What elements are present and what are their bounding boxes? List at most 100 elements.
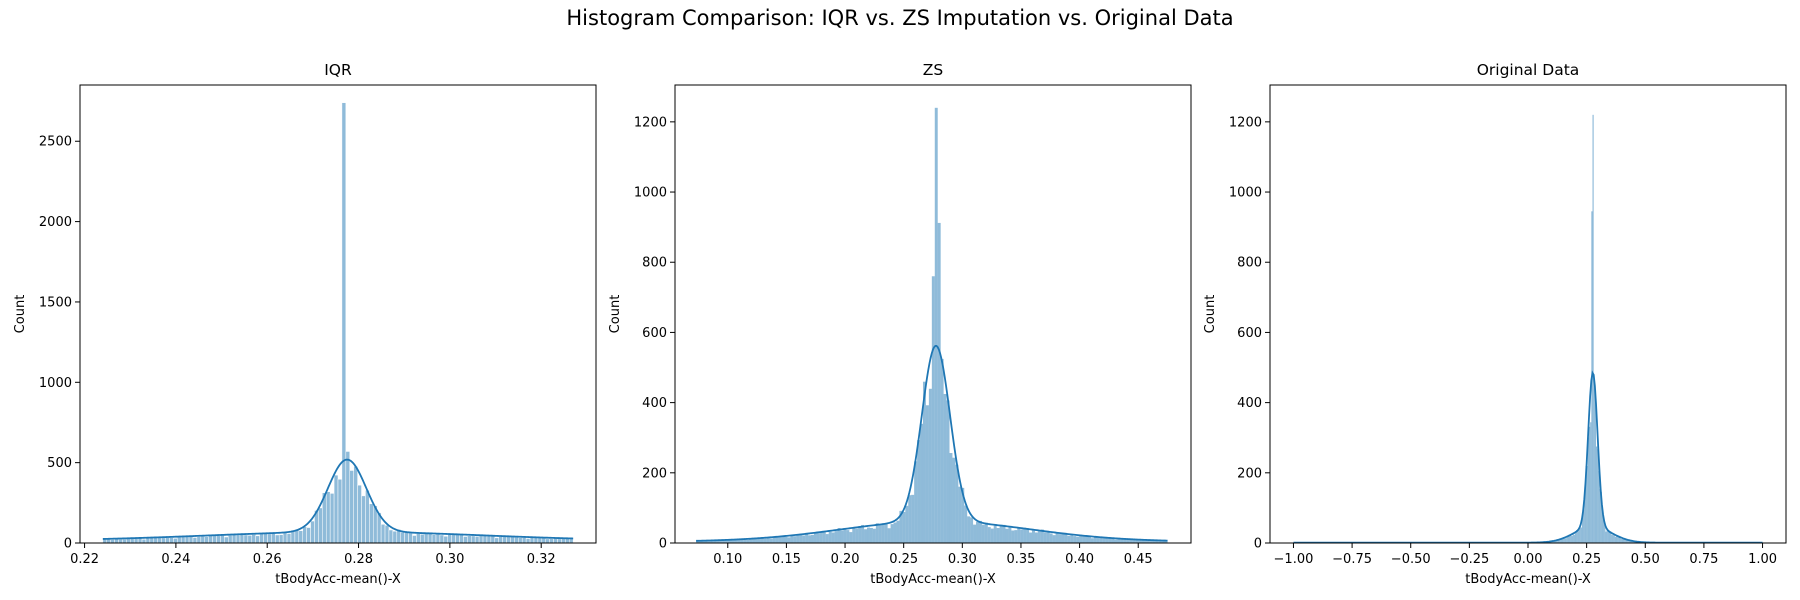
histogram-bar [494,537,499,544]
histogram-bar [1627,540,1629,543]
histogram-bar [940,358,944,543]
histogram-bar [996,528,1000,543]
subplot-2: 0.10 0.15 0.20 0.25 0.30 0.35 0.40 0.45 0 200 400 6… [608,61,1192,587]
x-axis-label: tBodyAcc-mean()-X [870,572,996,587]
histogram-bar [298,530,303,544]
histogram-bar [161,537,166,544]
histogram-bar [1615,535,1618,543]
histogram-bar [1586,466,1588,543]
histogram-bar [231,534,237,544]
histogram-bar [914,461,918,543]
histogram-bar [1090,538,1094,543]
x-tick-label: 0.26 [253,552,282,567]
histogram-bar [408,532,413,544]
histogram-bar [925,405,929,543]
histogram-bar [1143,539,1147,543]
histogram-bar [1020,529,1024,543]
histogram-bar [728,539,732,543]
kde-line [102,458,574,540]
histogram-bar [1126,538,1130,543]
histogram-bar [734,539,738,543]
y-tick-label: 400 [1237,396,1262,411]
histogram-bar [704,540,708,543]
histogram-bar [1606,529,1608,543]
histogram-bar [369,503,374,544]
x-tick-label: 0.50 [1631,552,1660,567]
histogram-bar [192,537,198,544]
histogram-bar [887,528,891,543]
histogram-bar [1549,541,1551,543]
histogram-bar [702,540,705,543]
histogram-bar [1583,509,1585,543]
histogram-bar [1064,532,1068,543]
histogram-bar [1564,538,1566,543]
histogram-bar [1594,389,1597,543]
x-tick-label: 1.00 [1748,552,1777,567]
histogram-bar [719,539,723,543]
histogram-bar [858,527,862,543]
histogram-bar [1008,527,1012,543]
histogram-bar [793,536,797,543]
histogram-bar [878,525,882,543]
histogram-bar [341,102,347,544]
histogram-bar [872,528,876,543]
histogram-bar [1581,516,1584,543]
subplot-title: ZS [923,61,943,79]
histogram-bar [1610,531,1612,543]
histogram-bar [498,536,503,544]
histogram-bar [917,440,921,543]
histogram-bar [212,535,217,544]
histogram-bar [1155,540,1159,543]
histogram-bar [1073,536,1077,543]
x-tick-label: 0.35 [1006,552,1035,567]
histogram-bar [905,505,909,543]
histogram-bar [987,527,991,543]
histogram-bar [521,537,527,544]
histogram-bar [349,470,354,544]
histogram-bar [1002,524,1006,543]
histogram-bar [1158,540,1162,543]
histogram-bar [173,538,178,544]
x-axis-label: tBodyAcc-mean()-X [1465,572,1591,587]
histogram-bar [474,536,480,544]
histogram-bar [937,222,941,543]
histogram-bar [482,535,488,544]
histogram-bar [1626,539,1628,543]
x-tick-label: 0.30 [435,552,464,567]
histogram-bar [1599,489,1601,543]
kde-line [1293,370,1763,544]
histogram-bar [1117,538,1121,543]
histogram-bar [463,536,468,544]
histogram-bar [1562,538,1564,543]
histogram-bar [486,535,492,544]
histogram-bar [1584,492,1586,543]
histogram-bar [1608,532,1611,543]
histogram-bar [259,533,264,544]
x-tick-label: 0.25 [1572,552,1601,567]
histogram-bar [1601,511,1604,543]
histogram-bar [1612,535,1614,543]
histogram-bar [568,538,574,544]
y-tick-label: 600 [1237,326,1262,341]
histogram-bar [1633,541,1635,543]
histogram-bar [855,528,859,543]
histogram-bar [920,423,923,543]
histogram-bar [731,540,735,543]
histogram-bar [243,534,249,544]
histogram-bar [699,540,703,543]
x-tick-label: −1.00 [1274,552,1314,567]
histogram-bar [778,537,782,543]
x-tick-label: 0.22 [70,552,99,567]
histogram-bar [1554,540,1557,543]
histogram-bar [1600,491,1602,543]
histogram-bar [1046,531,1050,543]
histogram-bar [451,534,456,544]
histogram-bar [840,530,844,543]
histogram-bars [696,107,1168,544]
histogram-bar [861,524,865,543]
histogram-bar [525,538,531,544]
histogram-bar [1625,538,1627,543]
histogram-bar [811,534,814,543]
histogram-bar [934,107,938,544]
